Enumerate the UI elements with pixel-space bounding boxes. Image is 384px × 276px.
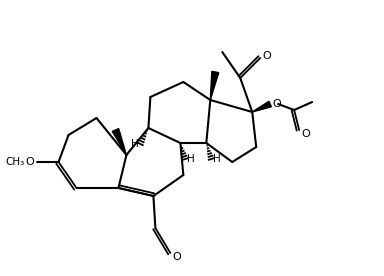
Text: O: O	[172, 252, 181, 262]
Polygon shape	[252, 101, 271, 112]
Text: H: H	[131, 139, 138, 149]
Text: O: O	[262, 51, 271, 61]
Text: CH₃: CH₃	[5, 157, 25, 167]
Text: O: O	[272, 99, 281, 109]
Text: O: O	[301, 129, 310, 139]
Polygon shape	[112, 129, 126, 155]
Text: O: O	[26, 157, 35, 167]
Text: H: H	[187, 154, 195, 164]
Polygon shape	[210, 71, 219, 100]
Text: H: H	[214, 154, 221, 164]
